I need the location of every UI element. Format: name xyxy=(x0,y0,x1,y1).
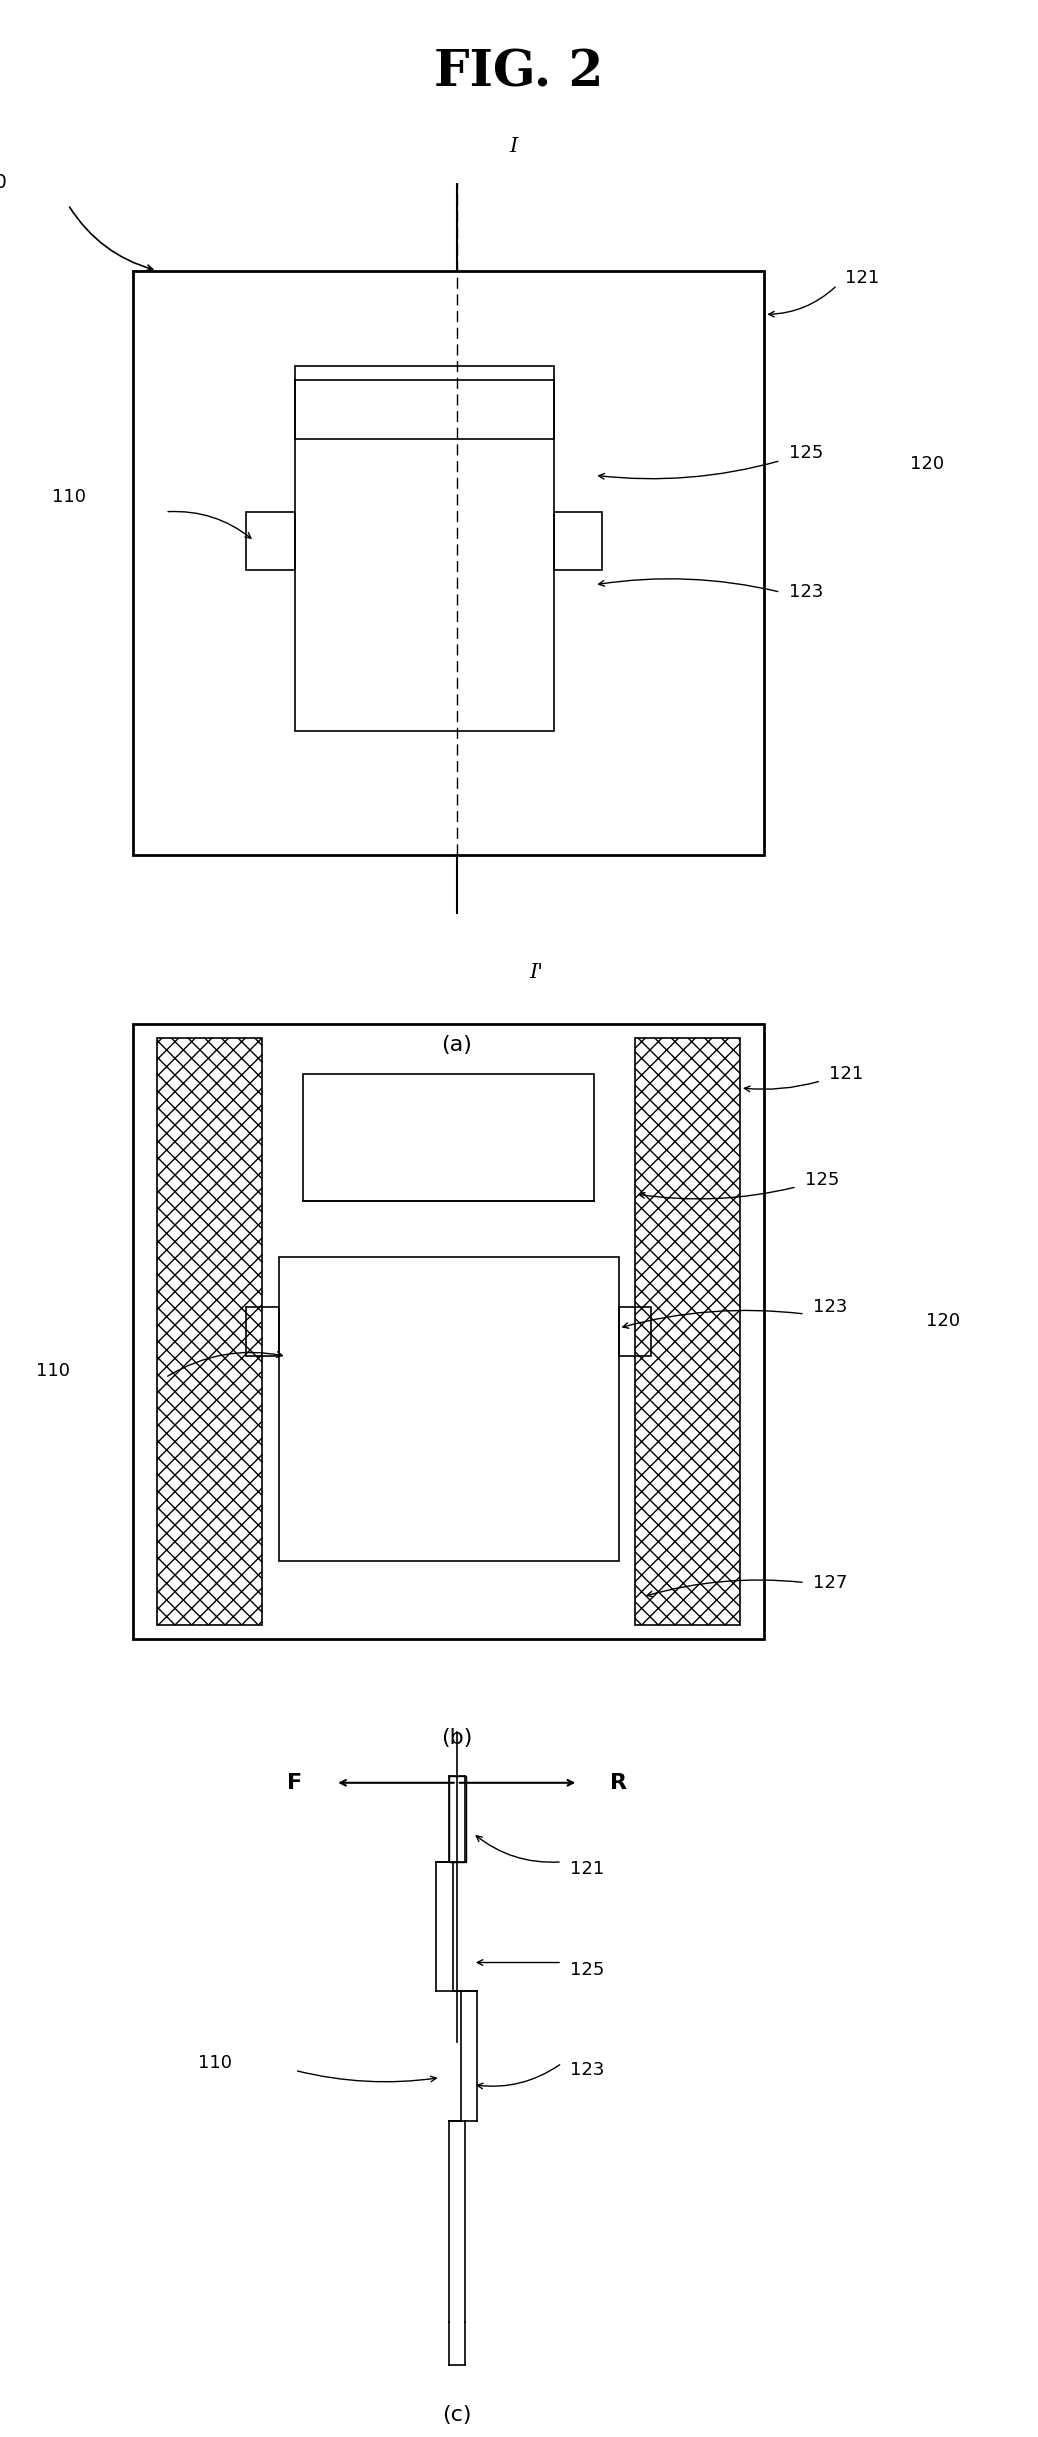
Text: 110: 110 xyxy=(52,487,86,507)
Text: (c): (c) xyxy=(442,2405,471,2425)
Text: 121: 121 xyxy=(845,268,879,288)
Text: 100: 100 xyxy=(0,173,8,193)
Bar xyxy=(133,1024,764,1640)
Text: 121: 121 xyxy=(570,1859,604,1879)
Text: 120: 120 xyxy=(910,456,945,473)
Bar xyxy=(246,512,295,570)
Bar xyxy=(295,380,554,731)
Bar xyxy=(303,1075,595,1201)
Bar xyxy=(619,1306,651,1357)
Bar xyxy=(554,512,602,570)
Bar xyxy=(157,1038,263,1625)
Text: 120: 120 xyxy=(926,1311,960,1331)
Bar xyxy=(246,1306,278,1357)
Bar xyxy=(278,1257,619,1562)
Text: 110: 110 xyxy=(35,1362,70,1379)
Text: 123: 123 xyxy=(789,582,823,602)
Text: 127: 127 xyxy=(813,1574,847,1591)
Text: 125: 125 xyxy=(570,1962,604,1979)
Text: 123: 123 xyxy=(570,2062,604,2079)
Text: I': I' xyxy=(529,963,544,982)
Text: 110: 110 xyxy=(197,2054,231,2071)
Text: 123: 123 xyxy=(813,1299,847,1316)
Bar xyxy=(448,1777,466,1862)
Text: (b): (b) xyxy=(441,1728,472,1747)
Bar xyxy=(295,366,554,439)
Text: 125: 125 xyxy=(789,444,823,463)
Text: 121: 121 xyxy=(829,1065,864,1082)
Bar xyxy=(133,271,764,855)
Text: (a): (a) xyxy=(441,1036,472,1055)
Bar xyxy=(635,1038,740,1625)
Text: 125: 125 xyxy=(804,1170,840,1189)
Text: F: F xyxy=(288,1772,302,1794)
Text: I: I xyxy=(510,136,518,156)
Text: R: R xyxy=(610,1772,627,1794)
Text: FIG. 2: FIG. 2 xyxy=(434,49,604,97)
